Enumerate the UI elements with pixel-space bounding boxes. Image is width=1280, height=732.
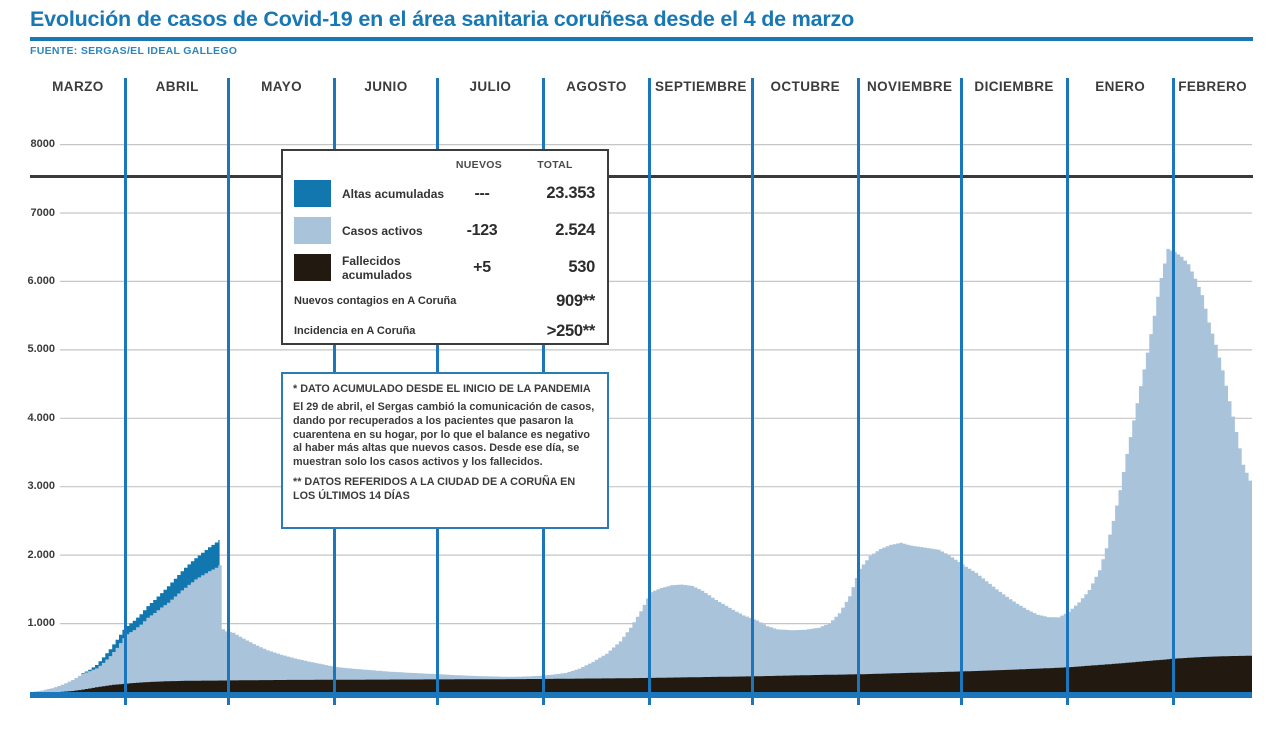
legend-column-headers: NUEVOS TOTAL <box>294 159 595 175</box>
month-separator-line-1 <box>124 78 128 705</box>
legend-swatch-2 <box>294 254 331 281</box>
month-label-agosto: AGOSTO <box>566 79 627 94</box>
legend-row-total-value: 530 <box>568 258 595 276</box>
month-separator-line-10 <box>1065 78 1069 705</box>
legend-row-2: Fallecidos acumulados +5 530 <box>294 249 595 286</box>
legend-swatch-1 <box>294 217 331 244</box>
area-fallecidos-acumulados <box>57 655 1252 692</box>
legend-row-label: Fallecidos acumulados <box>342 253 413 282</box>
legend-rows: Altas acumuladas --- 23.353 Casos activos -1… <box>294 175 595 286</box>
month-axis-band: MARZO ABRIL MAYO JUNIO JULIO AGOSTO SEPTIEMBRE… <box>0 76 1280 178</box>
legend-extra-row-1: Incidencia en A Coruña >250** <box>294 316 595 346</box>
page-title: Evolución de casos de Covid-19 en el áre… <box>30 7 855 31</box>
legend-swatch-0 <box>294 180 331 207</box>
legend-row-total-value: 23.353 <box>546 184 595 202</box>
area-casos-activos <box>30 248 1252 692</box>
legend-row-nuevos-value: -123 <box>466 221 498 239</box>
month-separator-line-6 <box>648 78 652 705</box>
month-label-junio: JUNIO <box>364 79 408 94</box>
month-separator-line-8 <box>856 78 860 705</box>
legend-row-nuevos-value: --- <box>474 184 490 202</box>
month-label-enero: ENERO <box>1095 79 1146 94</box>
legend-extra-row-label: Incidencia en A Coruña <box>294 325 416 337</box>
title-underline <box>30 37 1253 41</box>
month-label-marzo: MARZO <box>52 79 104 94</box>
month-label-abril: ABRIL <box>155 79 199 94</box>
legend-extra-rows: Nuevos contagios en A Coruña 909** Inciden… <box>294 286 595 346</box>
month-separator-line-11 <box>1171 78 1175 705</box>
month-separator-line-7 <box>750 78 754 705</box>
y-axis-label-5000: 5.000 <box>27 343 55 356</box>
y-axis-label-8000: 8000 <box>30 138 55 151</box>
legend-row-label: Casos activos <box>342 223 423 238</box>
legend-extra-row-value: 909** <box>556 291 595 310</box>
legend-row-label: Altas acumuladas <box>342 186 445 201</box>
legend-box: NUEVOS TOTAL Altas acumuladas --- 23.353 Ca… <box>281 149 609 345</box>
x-axis-baseline <box>30 692 1252 698</box>
legend-row-0: Altas acumuladas --- 23.353 <box>294 175 595 212</box>
source-label: FUENTE: SERGAS/EL IDEAL GALLEGO <box>30 45 238 57</box>
legend-extra-row-value: >250** <box>546 321 596 340</box>
footnote-paragraph: El 29 de abril, el Sergas cambió la comu… <box>293 401 595 469</box>
y-axis-label-6000: 6.000 <box>27 274 55 287</box>
month-label-febrero: FEBRERO <box>1178 79 1248 94</box>
y-axis-label-2000: 2.000 <box>27 548 55 561</box>
month-label-mayo: MAYO <box>261 79 303 94</box>
legend-header-total: TOTAL <box>537 159 573 171</box>
y-axis-label-7000: 7000 <box>30 206 55 219</box>
covid-area-chart <box>30 143 1252 698</box>
legend-extra-row-0: Nuevos contagios en A Coruña 909** <box>294 286 595 316</box>
month-band-rule <box>30 175 1253 178</box>
y-axis-label-1000: 1.000 <box>27 617 55 630</box>
month-label-septiembre: SEPTIEMBRE <box>655 79 747 94</box>
month-separator-line-9 <box>959 78 963 705</box>
legend-extra-row-label: Nuevos contagios en A Coruña <box>294 295 457 307</box>
y-axis-label-3000: 3.000 <box>27 480 55 493</box>
footnote-double-asterisk: ** DATOS REFERIDOS A LA CIUDAD DE A CORU… <box>293 476 576 502</box>
legend-row-1: Casos activos -123 2.524 <box>294 212 595 249</box>
month-label-julio: JULIO <box>469 79 512 94</box>
legend-row-nuevos-value: +5 <box>473 258 491 276</box>
month-separator-line-2 <box>227 78 230 705</box>
footnote-asterisk: * DATO ACUMULADO DESDE EL INICIO DE LA P… <box>293 383 591 395</box>
legend-row-total-value: 2.524 <box>555 221 595 239</box>
y-axis-label-4000: 4.000 <box>27 411 55 424</box>
legend-header-nuevos: NUEVOS <box>455 159 503 171</box>
month-label-diciembre: DICIEMBRE <box>974 79 1054 94</box>
month-label-noviembre: NOVIEMBRE <box>867 79 953 94</box>
month-label-octubre: OCTUBRE <box>770 79 841 94</box>
footnote-box: * DATO ACUMULADO DESDE EL INICIO DE LA P… <box>281 372 609 529</box>
